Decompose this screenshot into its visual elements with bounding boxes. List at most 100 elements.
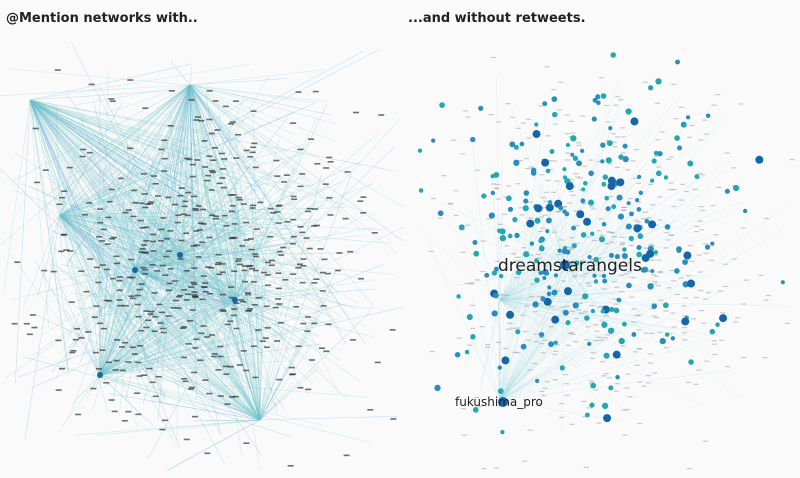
node [149,264,156,266]
node [306,247,313,250]
node [534,217,541,224]
node [97,208,104,210]
edge [29,99,284,359]
edge [165,170,181,256]
edge [59,98,249,216]
node [448,203,454,205]
node [41,269,48,272]
edge [70,203,236,301]
edge [134,269,198,367]
node [11,322,18,325]
edge [99,264,109,376]
edge [89,84,191,171]
hub [498,397,508,407]
edge [189,84,398,254]
edge [24,214,61,441]
node [198,119,205,122]
node [347,250,354,253]
node [143,252,150,254]
edge [192,317,261,421]
node [312,90,319,93]
node [548,325,554,328]
node [437,217,443,219]
node [235,196,242,199]
node [587,199,594,206]
edge [499,281,669,301]
edge [173,224,236,301]
edge [145,84,191,179]
edge [234,215,313,301]
edge [29,99,141,234]
edge [192,135,261,421]
node [165,289,172,292]
edge [259,368,280,421]
node [299,231,306,234]
node [527,201,533,203]
edge [445,217,501,301]
edge [59,214,175,445]
node [682,339,688,341]
edge [499,183,635,301]
node [630,117,639,126]
edge [29,99,327,278]
node [669,269,675,272]
node [682,259,688,265]
edge [99,351,162,376]
edge [29,99,267,216]
node [640,218,646,220]
node [295,91,302,93]
node [630,160,636,162]
node [693,296,699,299]
node [678,277,684,279]
node [685,115,691,120]
node [625,108,632,115]
node [189,309,196,311]
node [620,152,626,154]
edge [123,299,236,370]
edge [470,210,501,301]
edge [0,84,191,96]
node [552,379,558,381]
edge [119,235,236,301]
edge [29,99,244,234]
node [80,148,87,151]
node [573,317,579,320]
node [274,211,281,213]
node [555,290,561,292]
node [230,314,237,317]
node [622,247,627,252]
node [204,336,211,338]
node [580,232,587,238]
node [559,306,565,308]
edge [29,99,69,375]
node [135,315,142,318]
edge [117,84,191,142]
edge [29,99,189,156]
edge [117,269,136,322]
edge [99,318,181,376]
edge [59,214,177,229]
node [637,381,643,383]
node [214,263,221,266]
edge [518,264,566,397]
node [317,248,324,250]
node [634,364,640,366]
node [630,277,636,279]
node-label: dreamstarangels [498,256,642,276]
node [589,402,595,408]
edge [99,313,210,376]
node [538,105,544,107]
edge [134,230,297,271]
node [615,374,620,380]
edge [259,346,311,421]
edge [29,99,309,187]
node [614,382,620,385]
node [631,308,637,310]
node [583,311,589,313]
node [166,282,173,285]
edge [147,222,261,421]
node [638,190,644,195]
edge [189,84,339,296]
node [320,305,327,307]
edge [99,329,185,376]
